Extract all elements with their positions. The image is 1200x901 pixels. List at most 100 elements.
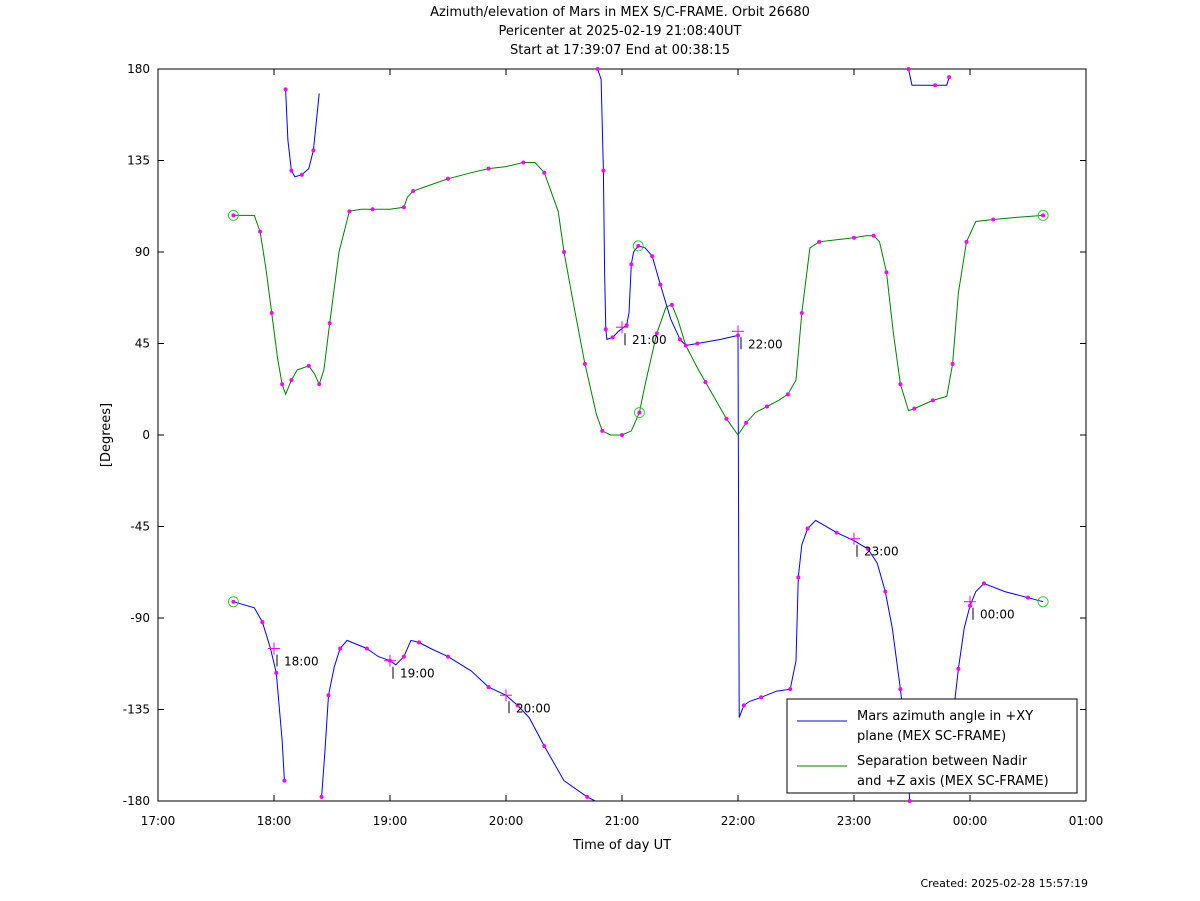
- x-axis-label: Time of day UT: [572, 838, 671, 853]
- azimuth-sample-dot: [805, 526, 810, 531]
- legend-label-separation-2: and +Z axis (MEX SC-FRAME): [857, 774, 1049, 789]
- legend-box: [786, 698, 1078, 794]
- hour-annotation-label: 22:00: [748, 337, 783, 351]
- chart-title: Azimuth/elevation of Mars in MEX S/C-FRA…: [430, 5, 810, 20]
- separation-sample-dot: [744, 420, 749, 425]
- azimuth-sample-dot: [417, 640, 421, 645]
- start-end-marker: [632, 240, 644, 252]
- start-end-marker: [1037, 596, 1049, 608]
- hour-annotation-label: 21:00: [632, 333, 667, 347]
- separation-sample-dot: [486, 166, 491, 171]
- x-tick-label: 19:00: [373, 814, 408, 828]
- azimuth-sample-dot: [542, 744, 547, 749]
- separation-sample-dot: [724, 416, 729, 421]
- separation-sample-dot: [289, 378, 294, 383]
- separation-sample-dot: [964, 239, 969, 244]
- separation-sample-dot: [370, 207, 375, 212]
- hour-annotation-label: 18:00: [284, 655, 319, 669]
- separation-sample-dot: [521, 160, 526, 165]
- separation-sample-dot: [871, 233, 876, 238]
- x-tick-label: 21:00: [605, 814, 640, 828]
- y-tick-label: 135: [127, 154, 150, 168]
- separation-sample-dot: [785, 392, 790, 397]
- azimuth-sample-dot: [515, 703, 520, 708]
- x-tick-label: 20:00: [489, 814, 524, 828]
- azimuth-sample-dot: [274, 670, 279, 675]
- azimuth-sample-dot: [695, 341, 700, 346]
- y-axis-label: [Degrees]: [99, 403, 114, 467]
- azimuth-sample-dot: [759, 695, 764, 700]
- separation-sample-dot: [930, 398, 935, 403]
- separation-sample-dot: [620, 433, 624, 437]
- y-tick-label: -90: [130, 611, 150, 625]
- y-tick-label: -135: [123, 703, 150, 717]
- azimuth-sample-dot: [364, 646, 369, 651]
- separation-sample-dot: [912, 406, 917, 411]
- separation-sample-dot: [884, 270, 889, 275]
- separation-sample-dot: [258, 229, 263, 234]
- azimuth-sample-dot: [898, 687, 903, 692]
- azimuth-sample-dot: [585, 794, 590, 799]
- series-azimuth-line: [321, 639, 596, 802]
- hour-annotation-label: 20:00: [516, 701, 551, 715]
- separation-sample-dot: [898, 382, 903, 387]
- azimuth-sample-dot: [299, 172, 304, 177]
- separation-sample-dot: [280, 382, 285, 387]
- x-tick-label: 01:00: [1069, 814, 1104, 828]
- y-tick-label: 0: [142, 428, 150, 442]
- series-azimuth-line: [908, 68, 950, 86]
- azimuth-sample-dot: [636, 243, 641, 248]
- separation-sample-dot: [582, 361, 587, 366]
- azimuth-sample-dot: [311, 148, 316, 153]
- separation-sample-dot: [327, 321, 332, 326]
- separation-sample-dot: [637, 410, 642, 415]
- y-tick-label: -45: [130, 520, 150, 534]
- azimuth-sample-dot: [788, 687, 793, 692]
- start-end-marker: [633, 407, 645, 419]
- start-end-marker: [1037, 209, 1049, 221]
- azimuth-sample-dot: [629, 262, 634, 267]
- azimuth-sample-dot: [319, 794, 324, 799]
- series-separation-line: [233, 162, 1044, 436]
- x-tick-label: 22:00: [721, 814, 756, 828]
- azimuth-sample-dot: [486, 685, 491, 690]
- separation-sample-dot: [306, 363, 311, 368]
- series-azimuth-line: [597, 68, 661, 341]
- separation-sample-dot: [703, 380, 708, 385]
- separation-sample-dot: [654, 331, 659, 336]
- legend-label-azimuth-1: Mars azimuth angle in +XY: [857, 709, 1033, 724]
- legend-label-azimuth-2: plane (MEX SC-FRAME): [857, 729, 1006, 744]
- separation-sample-dot: [347, 209, 352, 214]
- start-end-marker: [227, 209, 239, 221]
- azimuth-sample-dot: [883, 589, 888, 594]
- separation-sample-dot: [765, 404, 769, 409]
- azimuth-sample-dot: [338, 646, 343, 651]
- azimuth-sample-dot: [834, 530, 839, 535]
- separation-sample-dot: [411, 189, 416, 193]
- legend-label-separation-1: Separation between Nadir: [857, 754, 1028, 769]
- azimuth-sample-dot: [326, 693, 331, 698]
- chart-subtitle-pericenter: Pericenter at 2025-02-19 21:08:40UT: [498, 24, 742, 39]
- separation-sample-dot: [562, 250, 566, 254]
- azimuth-sample-dot: [658, 282, 663, 287]
- azimuth-sample-dot: [401, 654, 406, 659]
- separation-sample-dot: [683, 343, 688, 348]
- x-tick-label: 23:00: [837, 814, 872, 828]
- azimuth-sample-dot: [796, 575, 801, 580]
- x-tick-label: 17:00: [141, 814, 176, 828]
- separation-sample-dot: [317, 382, 322, 387]
- azimuth-sample-dot: [446, 654, 450, 659]
- azimuth-sample-dot: [907, 799, 912, 803]
- azimuth-sample-dot: [260, 620, 265, 625]
- separation-sample-dot: [231, 213, 236, 218]
- chart-subtitle-start-end: Start at 17:39:07 End at 00:38:15: [509, 43, 731, 58]
- azimuth-sample-dot: [981, 581, 986, 586]
- azimuth-sample-dot: [947, 75, 952, 80]
- azimuth-sample-dot: [933, 83, 938, 88]
- azimuth-sample-dot: [906, 67, 911, 71]
- azimuth-sample-dot: [289, 168, 294, 173]
- azimuth-sample-dot: [283, 87, 288, 92]
- hour-annotation-label: 00:00: [980, 608, 1015, 622]
- azimuth-sample-dot: [231, 599, 236, 604]
